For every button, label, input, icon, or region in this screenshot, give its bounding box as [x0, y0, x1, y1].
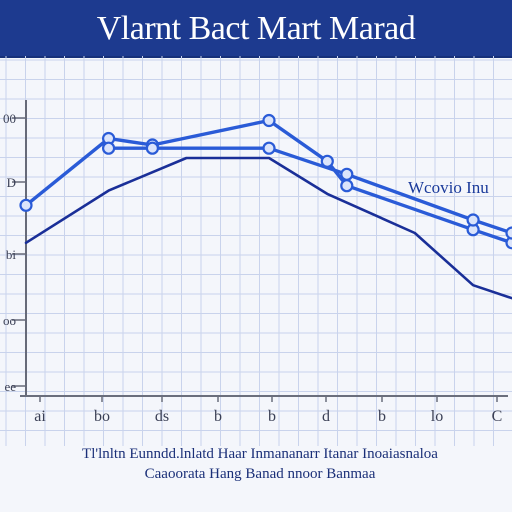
- series-group: [19, 113, 512, 300]
- x-tick-label: bo: [94, 408, 110, 425]
- x-tick-labels: ai bo ds b b d b lo C: [34, 396, 502, 425]
- x-tick-label: lo: [431, 408, 443, 425]
- x-tick-label: b: [378, 408, 386, 425]
- series-point: [466, 213, 480, 227]
- line-chart: 00 Dbi oo ee ai bo ds b b d b lo C Wcovio Inu: [0, 56, 512, 446]
- series-point: [101, 141, 116, 155]
- y-tick-label: 00: [3, 111, 16, 126]
- footer-line-1: Tl'lnltn Eunndd.lnlatd Haar Inmananarr I…: [82, 446, 438, 462]
- title-bar: Vlarnt Bact Mart Marad: [0, 0, 512, 58]
- y-tick-label: oo: [3, 313, 16, 328]
- x-tick-label: C: [492, 408, 503, 425]
- series-line: [24, 156, 512, 300]
- series-point: [262, 113, 276, 128]
- series-point: [505, 226, 512, 240]
- series-point: [340, 179, 354, 193]
- legend-label: Wcovio Inu: [408, 178, 489, 197]
- series-point: [145, 141, 159, 155]
- x-tick-label: b: [268, 408, 276, 425]
- y-tick-label: bi: [6, 247, 17, 262]
- y-tick-label: D: [7, 175, 16, 190]
- series-point: [19, 198, 33, 212]
- footer-line-2: Caaoorata Hang Banad nnoor Banmaa: [144, 466, 376, 482]
- series-line: [24, 118, 512, 245]
- chart-title: Vlarnt Bact Mart Marad: [96, 10, 416, 47]
- y-tick-label: ee: [4, 379, 16, 394]
- x-tick-label: b: [214, 408, 222, 425]
- y-tick-labels: 00 Dbi oo ee: [3, 111, 26, 394]
- series-point: [262, 141, 276, 155]
- series-point: [505, 236, 512, 250]
- x-tick-label: ds: [155, 408, 169, 425]
- series-point: [340, 167, 354, 181]
- series-line: [106, 146, 512, 235]
- x-tick-label: d: [322, 408, 330, 425]
- grid: [0, 56, 512, 446]
- x-tick-label: ai: [34, 408, 46, 425]
